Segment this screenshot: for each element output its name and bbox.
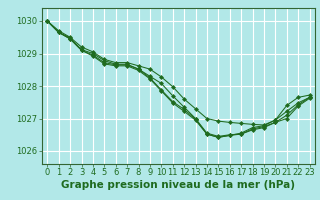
X-axis label: Graphe pression niveau de la mer (hPa): Graphe pression niveau de la mer (hPa): [61, 180, 295, 190]
